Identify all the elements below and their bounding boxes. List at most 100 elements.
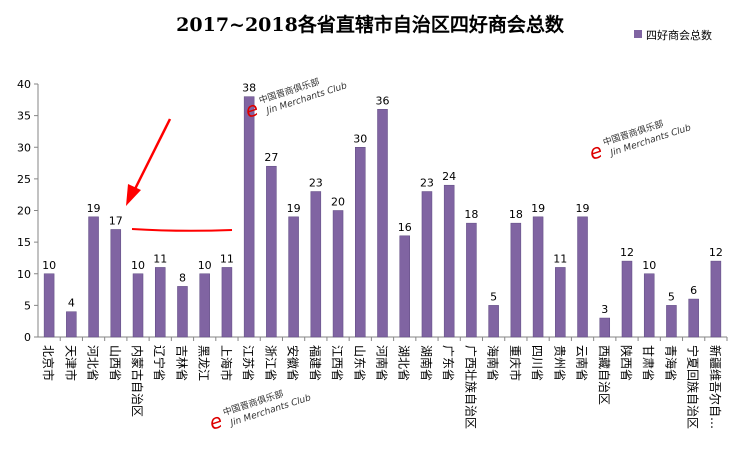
red-arrow <box>132 118 172 192</box>
x-tick-label: 广东省 <box>441 345 455 381</box>
x-tick-label: 湖南省 <box>419 345 434 381</box>
x-tick-label: 江西省 <box>330 345 344 381</box>
data-label: 19 <box>531 202 545 215</box>
x-tick-label: 内蒙古自治区 <box>130 345 145 417</box>
bar <box>532 216 544 338</box>
x-tick-label: 云南省 <box>575 345 590 381</box>
bar <box>377 109 388 338</box>
red-underline <box>131 228 233 232</box>
bar <box>243 96 255 338</box>
x-tick-label: 安徽省 <box>286 345 301 381</box>
data-label: 11 <box>220 252 234 265</box>
data-label: 23 <box>420 177 434 190</box>
data-label: 38 <box>242 82 256 95</box>
x-tick-label: 陕西省 <box>619 345 634 381</box>
chart-title: 2017~2018各省直辖市自治区四好商会总数 <box>176 13 565 36</box>
bar <box>688 298 699 338</box>
red-arrowhead <box>126 184 141 206</box>
bar <box>666 305 677 338</box>
x-tick-label: 四川省 <box>530 345 544 381</box>
y-tick-label: 30 <box>17 141 31 154</box>
data-label: 27 <box>264 151 278 164</box>
y-tick-label: 35 <box>17 110 31 123</box>
x-tick-label: 青海省 <box>663 345 678 381</box>
x-tick-label: 北京市 <box>41 345 56 381</box>
data-label: 5 <box>490 290 497 303</box>
x-tick-label: 吉林省 <box>174 345 188 381</box>
data-label: 16 <box>398 221 412 234</box>
bar <box>199 273 210 338</box>
data-label: 11 <box>553 252 567 265</box>
y-tick-label: 0 <box>24 331 31 344</box>
bar <box>66 311 77 338</box>
bar <box>288 216 299 338</box>
data-label: 10 <box>642 259 656 272</box>
x-tick-label: 福建省 <box>308 345 323 381</box>
data-label: 10 <box>198 259 212 272</box>
x-tick-label: 浙江省 <box>263 345 277 381</box>
bar <box>177 286 188 338</box>
data-label: 6 <box>690 284 697 297</box>
x-tick-label: 宁夏回族自治区 <box>686 345 701 429</box>
bar <box>43 273 55 338</box>
data-label: 17 <box>109 214 123 227</box>
x-tick-label: 河南省 <box>375 345 390 381</box>
data-label: 18 <box>464 208 478 221</box>
data-label: 30 <box>353 132 367 145</box>
x-tick-label: 重庆市 <box>508 345 523 381</box>
bar <box>154 267 166 338</box>
bar <box>577 216 588 338</box>
x-tick-label: 广西壮族自治区 <box>463 345 477 429</box>
x-tick-label: 山西省 <box>108 345 122 381</box>
x-tick-label: 海南省 <box>486 345 501 381</box>
data-label: 19 <box>287 202 301 215</box>
bar <box>266 165 277 338</box>
y-tick-label: 25 <box>17 173 31 186</box>
x-tick-label: 辽宁省 <box>152 345 167 381</box>
x-tick-label: 贵州省 <box>552 345 566 381</box>
y-tick-label: 20 <box>17 205 31 218</box>
bar <box>132 273 144 338</box>
bar <box>110 229 122 338</box>
data-label: 18 <box>509 208 523 221</box>
data-label: 23 <box>309 177 323 190</box>
bar <box>421 191 433 338</box>
data-label: 19 <box>87 202 101 215</box>
x-tick-label: 甘肃省 <box>641 345 655 381</box>
data-label: 10 <box>42 259 56 272</box>
bar <box>466 222 477 338</box>
x-tick-label: 新疆维吾尔自… <box>708 345 723 429</box>
legend-swatch <box>634 30 642 38</box>
x-tick-label: 河北省 <box>86 345 100 381</box>
x-tick-label: 江苏省 <box>241 345 255 381</box>
bar <box>399 235 410 338</box>
data-label: 5 <box>668 290 675 303</box>
legend: 四好商会总数 <box>634 28 712 42</box>
data-label: 20 <box>331 196 345 209</box>
y-tick-label: 15 <box>17 236 31 249</box>
bar <box>488 305 499 338</box>
bar <box>332 210 344 338</box>
bar <box>88 216 99 338</box>
bar <box>443 184 455 338</box>
data-label: 12 <box>620 246 634 259</box>
x-tick-label: 上海市 <box>219 345 234 381</box>
y-tick-label: 40 <box>17 78 31 91</box>
bar <box>221 267 233 338</box>
data-label: 10 <box>131 259 145 272</box>
y-tick-label: 10 <box>17 268 31 281</box>
x-tick-label: 湖北省 <box>397 345 412 381</box>
bar <box>643 273 655 338</box>
x-tick-label: 天津市 <box>63 345 78 381</box>
bar <box>710 260 722 338</box>
data-label: 3 <box>601 303 608 316</box>
bar <box>621 260 633 338</box>
data-label: 12 <box>709 246 723 259</box>
bar <box>599 317 611 338</box>
data-label: 4 <box>68 297 75 310</box>
red-annotation <box>126 118 233 232</box>
